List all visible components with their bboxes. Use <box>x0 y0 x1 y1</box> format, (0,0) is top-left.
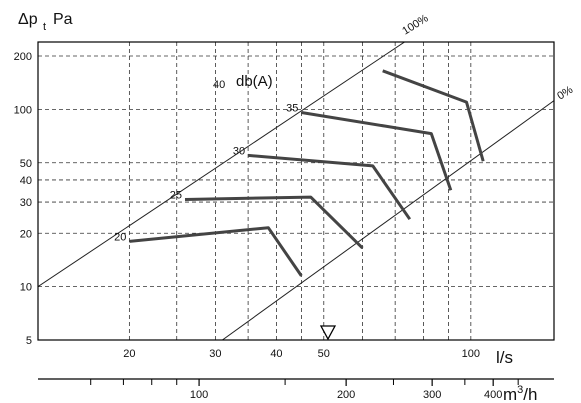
secondary-tick-label: 300 <box>423 389 441 401</box>
selection-marker <box>319 325 337 341</box>
boundary-label-0: 0% <box>555 84 575 103</box>
series-label: 20 <box>114 231 126 243</box>
y-tick-label: 200 <box>14 51 32 63</box>
plot-frame <box>37 41 555 341</box>
secondary-tick-label: 400 <box>484 389 502 401</box>
series-label: 30 <box>233 145 245 157</box>
series-label: 25 <box>170 190 182 202</box>
series-line <box>301 111 453 191</box>
boundary-line <box>38 42 406 288</box>
secondary-tick-label: 200 <box>337 389 355 401</box>
series-line <box>129 226 303 277</box>
y-tick-labels: 5 10 20 30 40 50 100 200 <box>14 51 32 347</box>
x-tick-label: 30 <box>209 348 221 360</box>
marker-layer <box>319 325 337 341</box>
boundary-line <box>222 100 554 340</box>
boundary-label-100: 100% <box>400 12 430 37</box>
y-axis-label-delta: Δp <box>18 11 38 28</box>
y-tick-label: 50 <box>20 158 32 170</box>
y-tick-label: 40 <box>20 175 32 187</box>
y-tick-label: 20 <box>20 228 32 240</box>
series-line <box>247 153 412 221</box>
y-tick-label: 5 <box>26 335 32 347</box>
grid <box>38 42 554 340</box>
x-axis-label: l/s <box>496 348 513 367</box>
x-tick-label: 100 <box>462 348 480 360</box>
y-axis-label-sub: t <box>43 21 46 33</box>
db-title-prefix: 40 <box>213 79 225 91</box>
y-axis-label-unit: Pa <box>53 11 73 28</box>
series-labels: 100% 0% 20 25 30 35 <box>114 12 575 243</box>
secondary-axis-label: m3/h <box>503 384 537 403</box>
noise-curves <box>129 69 485 277</box>
x-tick-label: 40 <box>270 348 282 360</box>
series-line <box>382 69 485 162</box>
db-title: db(A) <box>236 73 273 90</box>
series-line <box>184 195 364 250</box>
x-tick-label: 50 <box>318 348 330 360</box>
x-tick-label: 20 <box>123 348 135 360</box>
boundary-lines <box>38 42 554 340</box>
y-tick-label: 100 <box>14 104 32 116</box>
secondary-tick-label: 100 <box>190 389 208 401</box>
secondary-axis-ticks: 100 200 300 400 <box>90 379 519 401</box>
series-label: 35 <box>286 103 298 115</box>
y-tick-label: 30 <box>20 197 32 209</box>
y-tick-label: 10 <box>20 282 32 294</box>
x-tick-labels: 20 30 40 50 100 <box>123 348 480 360</box>
